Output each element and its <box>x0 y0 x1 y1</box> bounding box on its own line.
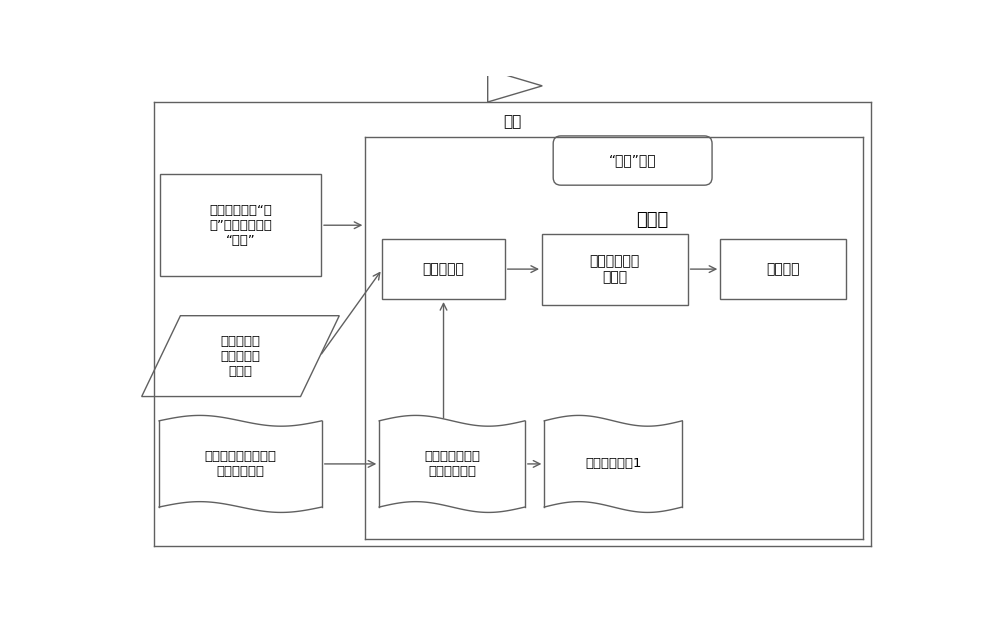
Bar <box>382 239 505 299</box>
Polygon shape <box>488 70 542 102</box>
Text: 脉冲源输出: 脉冲源输出 <box>423 262 464 276</box>
Text: 循环: 循环 <box>503 114 522 129</box>
FancyBboxPatch shape <box>553 136 712 185</box>
Text: 数字多用表读
取幅度: 数字多用表读 取幅度 <box>590 254 640 284</box>
Text: 状态机: 状态机 <box>636 211 668 229</box>
Text: “运行”状态: “运行”状态 <box>609 154 656 167</box>
Text: 数据簼为执行单元提
供校准点信息: 数据簼为执行单元提 供校准点信息 <box>204 450 276 478</box>
Text: 标志位寄存
器存储标志
位信息: 标志位寄存 器存储标志 位信息 <box>220 334 260 378</box>
Text: 数据存储: 数据存储 <box>766 262 800 276</box>
Bar <box>720 239 846 299</box>
Bar <box>542 234 688 305</box>
Text: 按标志位信息选
取当前校准点: 按标志位信息选 取当前校准点 <box>424 450 480 478</box>
Text: 标志位信息加1: 标志位信息加1 <box>585 458 642 470</box>
Text: 由队列中读取“状
态”决定是否继续
“运行”: 由队列中读取“状 态”决定是否继续 “运行” <box>209 204 272 246</box>
Polygon shape <box>142 316 339 396</box>
Bar <box>160 174 321 276</box>
